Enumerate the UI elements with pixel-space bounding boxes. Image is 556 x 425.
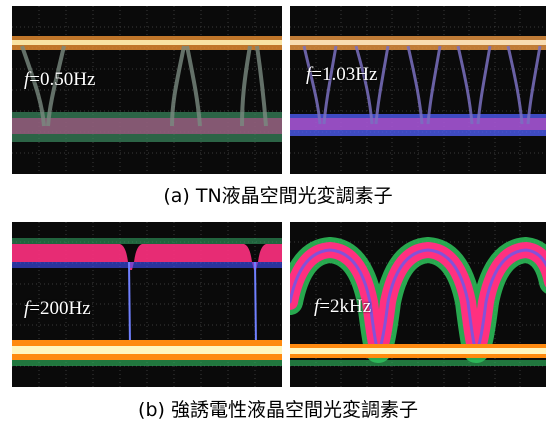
frequency-label-b-left: f=200Hz: [24, 298, 91, 320]
caption-b: (b) 強誘電性液晶空間光変調素子: [138, 399, 418, 421]
freq-symbol: f: [306, 64, 312, 85]
scope-screen-b-left: [12, 222, 282, 387]
scope-trace-b-right: [290, 222, 546, 387]
scope-screen-a-right: [290, 6, 546, 174]
freq-symbol: f: [24, 298, 30, 319]
frequency-label-b-right: f=2kHz: [314, 296, 371, 318]
frequency-label-a-right: f=1.03Hz: [306, 64, 377, 86]
scope-trace-a-right: [290, 6, 546, 174]
scope-trace-a-left: [12, 6, 282, 174]
scope-screen-a-left: [12, 6, 282, 174]
scope-screen-b-right: [290, 222, 546, 387]
caption-a: (a) TN液晶空間光変調素子: [163, 185, 393, 207]
freq-symbol: f: [24, 69, 30, 90]
freq-value: =1.03Hz: [311, 64, 378, 85]
freq-value: =2kHz: [319, 296, 372, 317]
freq-value: =0.50Hz: [29, 69, 96, 90]
freq-value: =200Hz: [29, 298, 91, 319]
freq-symbol: f: [314, 296, 320, 317]
scope-trace-b-left: [12, 222, 282, 387]
frequency-label-a-left: f=0.50Hz: [24, 69, 95, 91]
